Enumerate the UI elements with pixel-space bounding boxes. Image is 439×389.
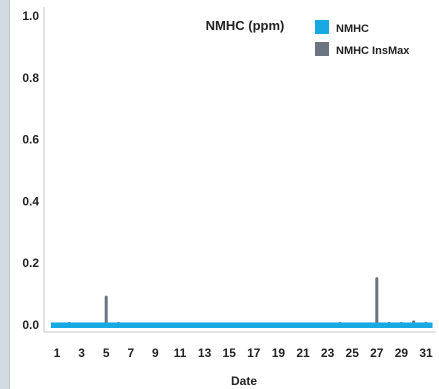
x-tick-label: 13 (198, 346, 212, 360)
bar-nmhc (112, 322, 126, 328)
x-tick-label: 9 (152, 346, 159, 360)
x-axis-label: Date (231, 374, 257, 388)
x-tick-label: 5 (103, 346, 110, 360)
bar-nmhc (395, 322, 408, 328)
bar-nmhc (75, 322, 89, 328)
bar-nmhc (87, 322, 101, 328)
x-tick-label: 19 (272, 346, 286, 360)
bar-nmhc-insmax (375, 277, 379, 325)
bar-nmhc (333, 322, 347, 328)
x-tick-label: 25 (346, 346, 360, 360)
x-tick-label: 31 (419, 346, 433, 360)
bar-nmhc (296, 322, 310, 328)
bar-nmhc (419, 322, 433, 328)
x-tick-label: 21 (296, 346, 310, 360)
bar-nmhc (100, 322, 113, 328)
y-tick-label: 0.2 (22, 256, 39, 270)
y-axis-ticks: 0.0 0.2 0.4 0.6 0.8 1.0 (22, 9, 39, 332)
legend: NMHC NMHC InsMax (315, 20, 410, 57)
x-tick-label: 17 (247, 346, 261, 360)
chart-title: NMHC (ppm) (206, 18, 285, 33)
bar-nmhc (124, 322, 138, 328)
x-tick-label: 23 (321, 346, 335, 360)
bar-nmhc (136, 322, 150, 328)
bar-nmhc (346, 322, 359, 328)
bar-nmhc (50, 322, 64, 328)
legend-label-nmhc-insmax: NMHC InsMax (336, 45, 410, 57)
y-tick-label: 0.8 (22, 71, 39, 85)
bar-nmhc (407, 322, 421, 328)
y-tick-label: 1.0 (22, 9, 39, 23)
x-tick-label: 15 (223, 346, 237, 360)
y-tick-label: 0.4 (22, 194, 39, 208)
bar-nmhc (284, 322, 298, 328)
y-tick-label: 0.6 (22, 133, 39, 147)
bar-nmhc (210, 322, 224, 328)
x-tick-label: 11 (174, 346, 187, 360)
legend-swatch-nmhc-insmax (315, 42, 329, 56)
bar-nmhc (382, 322, 396, 328)
bar-nmhc (161, 322, 175, 328)
x-axis-ticks: 1 3 5 7 9 11 13 15 17 19 21 23 25 27 29 31 (54, 346, 433, 360)
bar-nmhc (259, 322, 273, 328)
x-tick-label: 27 (370, 346, 384, 360)
bar-nmhc (272, 322, 285, 328)
bar-nmhc (358, 322, 372, 328)
bar-nmhc (149, 322, 162, 328)
left-edge-strip (0, 0, 9, 389)
bar-nmhc (235, 322, 249, 328)
bar-nmhc (309, 322, 322, 328)
left-edge-divider (9, 0, 10, 389)
bar-nmhc (198, 322, 212, 328)
plot-area (44, 7, 436, 332)
bar-nmhc (370, 322, 384, 328)
bar-nmhc (63, 322, 76, 328)
x-tick-label: 7 (127, 346, 134, 360)
legend-swatch-nmhc (315, 20, 329, 34)
bar-nmhc (321, 322, 335, 328)
y-tick-label: 0.0 (22, 318, 39, 332)
bar-nmhc (247, 322, 261, 328)
bar-nmhc-insmax (104, 295, 108, 325)
x-tick-label: 3 (78, 346, 85, 360)
series-marks (50, 277, 433, 328)
bar-nmhc (173, 322, 187, 328)
bar-nmhc (186, 322, 199, 328)
x-tick-label: 1 (54, 346, 61, 360)
x-tick-label: 29 (395, 346, 409, 360)
legend-label-nmhc: NMHC (336, 23, 369, 35)
bar-nmhc (223, 322, 236, 328)
